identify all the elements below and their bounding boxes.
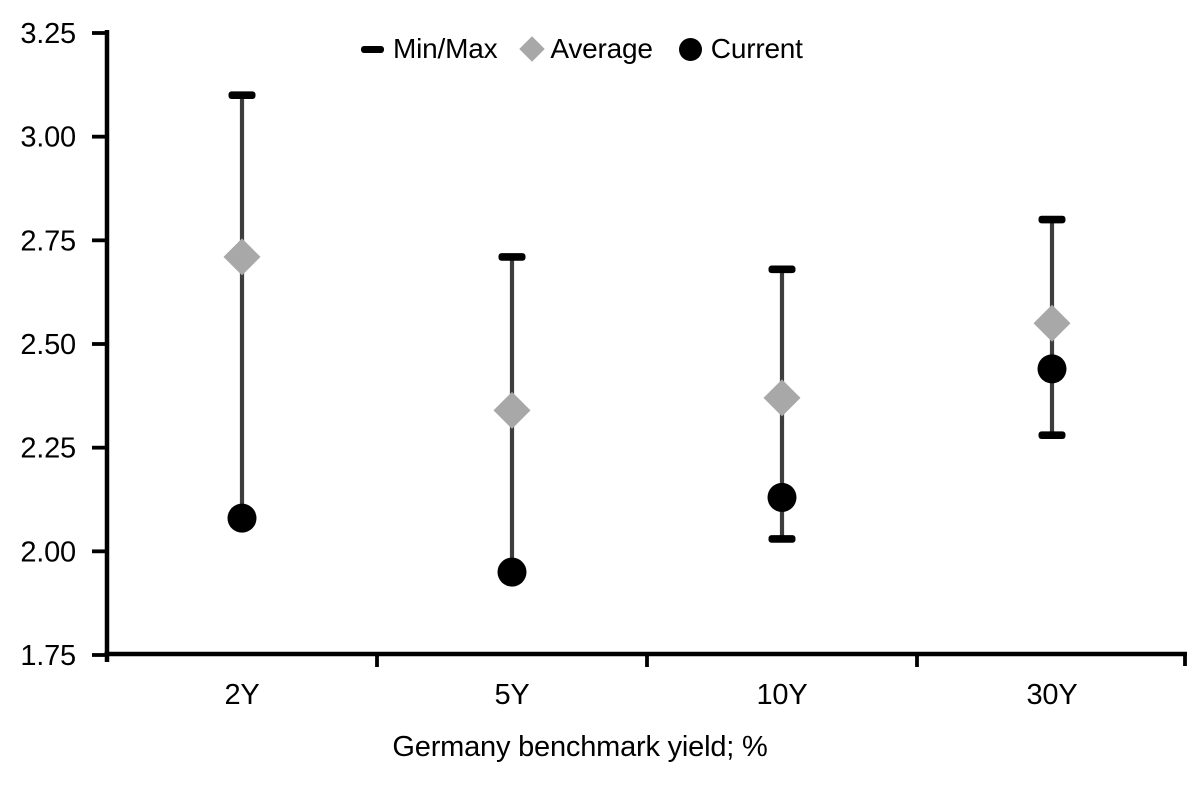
x-category-label: 30Y [1027, 679, 1078, 711]
average-marker-10Y [763, 379, 801, 417]
current-marker-30Y [1037, 354, 1067, 384]
legend-label-average: Average [550, 33, 653, 64]
y-tick-label: 2.50 [20, 329, 76, 361]
y-tick-label: 3.25 [20, 18, 76, 50]
x-category-label: 2Y [224, 679, 259, 711]
max-cap-2Y [228, 91, 256, 99]
current-marker-5Y [497, 557, 527, 587]
minmax-dash-icon [361, 45, 384, 53]
average-diamond-icon [519, 36, 546, 62]
x-category-label: 5Y [494, 679, 529, 711]
average-marker-30Y [1033, 304, 1071, 342]
legend-item-minmax: Min/Max [361, 33, 498, 65]
legend-item-current: Current [678, 33, 803, 65]
legend-item-average: Average [519, 33, 653, 65]
average-marker-5Y [493, 391, 531, 429]
y-tick-label: 2.00 [20, 536, 76, 568]
max-cap-5Y [498, 253, 526, 261]
y-tick-label: 2.25 [20, 433, 76, 465]
average-marker-2Y [223, 238, 261, 276]
y-tick-label: 3.00 [20, 122, 76, 154]
current-circle-icon [678, 37, 702, 61]
chart-legend: Min/Max Average Current [361, 30, 803, 68]
y-tick-label: 1.75 [20, 640, 76, 672]
y-tick-label: 2.75 [20, 225, 76, 257]
current-marker-10Y [767, 482, 797, 512]
current-marker-2Y [227, 503, 257, 533]
max-cap-30Y [1038, 215, 1066, 224]
x-axis-title: Germany benchmark yield; % [392, 731, 768, 763]
max-cap-10Y [768, 265, 796, 274]
x-category-label: 10Y [757, 679, 808, 711]
legend-label-minmax: Min/Max [393, 33, 498, 64]
min-cap-10Y [768, 535, 796, 543]
min-cap-30Y [1038, 431, 1066, 440]
legend-label-current: Current [710, 33, 803, 64]
